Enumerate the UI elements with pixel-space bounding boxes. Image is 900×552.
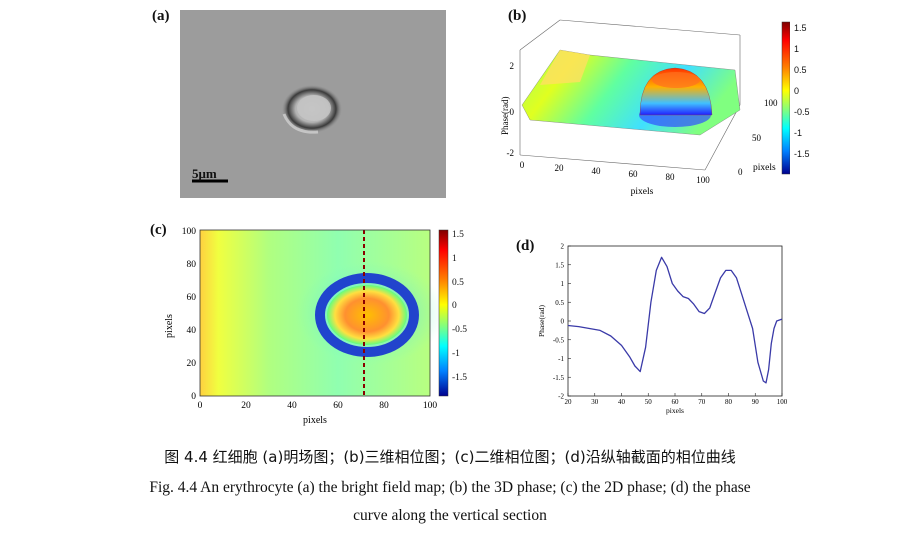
panel-c-label: (c) xyxy=(150,222,167,238)
x-axis-label: pixels xyxy=(666,406,684,415)
y-axis-label: Phase(rad) xyxy=(537,304,546,337)
x-tick-label: 80 xyxy=(725,398,733,406)
z-tick: 0 xyxy=(510,107,515,117)
colorbar-tick: 0.5 xyxy=(794,65,807,75)
y-tick: 60 xyxy=(187,293,197,303)
colorbar-tick: 1.5 xyxy=(452,230,464,240)
y-tick: 0 xyxy=(191,392,196,402)
colorbar-2d xyxy=(438,229,449,397)
colorbar-tick: -0.5 xyxy=(452,325,468,336)
phase-3d-plot: 2 0 -2 0 20 40 60 80 100 pixels 0 50 100… xyxy=(500,19,790,197)
x-tick: 0 xyxy=(520,160,525,170)
y-tick: 20 xyxy=(187,359,197,369)
x-tick: 60 xyxy=(333,401,343,411)
x-axis-label: pixels xyxy=(303,415,327,426)
x-axis-label: pixels xyxy=(631,187,654,197)
x-tick: 20 xyxy=(241,401,251,411)
y-tick-label: 0 xyxy=(561,318,565,326)
caption-english-line1: Fig. 4.4 An erythrocyte (a) the bright f… xyxy=(149,479,751,496)
y-tick: 80 xyxy=(187,260,197,270)
x-tick: 40 xyxy=(592,166,602,176)
x-tick: 100 xyxy=(423,401,438,411)
colorbar-3d xyxy=(781,21,790,175)
panel-a-label: (a) xyxy=(152,8,170,24)
x-tick: 20 xyxy=(555,163,565,173)
x-tick: 80 xyxy=(379,401,389,411)
bright-field-image xyxy=(180,10,446,198)
colorbar-tick: 0.5 xyxy=(452,277,464,288)
x-tick: 80 xyxy=(666,172,676,182)
x-tick-label: 100 xyxy=(777,398,788,406)
x-tick-label: 40 xyxy=(618,398,626,406)
y-axis-label: pixels xyxy=(753,163,776,173)
y-tick-label: -1.5 xyxy=(553,374,565,382)
cell-interior xyxy=(327,285,407,345)
phase-2d-map: 100 80 60 40 20 0 0 20 40 60 80 100 pixe… xyxy=(164,227,449,426)
x-tick: 100 xyxy=(696,175,710,185)
y-axis-label: pixels xyxy=(164,314,175,338)
colorbar-tick: 1 xyxy=(794,44,800,54)
y-tick: 100 xyxy=(764,98,778,108)
x-tick-label: 20 xyxy=(565,398,573,406)
y-tick-label: 1 xyxy=(561,280,565,288)
colorbar-3d-ticks: 1.5 1 0.5 0 -0.5 -1 -1.5 xyxy=(794,18,810,165)
y-tick: 100 xyxy=(182,227,197,237)
colorbar-2d-ticks: 1.5 1 0.5 0 -0.5 -1 -1.5 xyxy=(452,224,467,391)
colorbar-tick: 0 xyxy=(794,86,800,96)
z-axis-label: Phase(rad) xyxy=(500,97,510,135)
panel-d-label: (d) xyxy=(516,238,535,254)
colorbar-tick: 0 xyxy=(452,301,457,312)
z-tick: 2 xyxy=(510,61,515,71)
phase-curve-chart: 2 1.5 1 0.5 0 -0.5 -1 -1.5 -220 30 40 50 60 70 80 90 100… xyxy=(537,243,788,416)
x-tick-label: 30 xyxy=(591,398,599,406)
colorbar-tick: -0.5 xyxy=(794,107,810,117)
x-tick: 40 xyxy=(287,401,297,411)
panel-b-label: (b) xyxy=(508,8,527,24)
y-tick-label: 2 xyxy=(561,243,565,251)
colorbar-tick: -1.5 xyxy=(794,149,810,159)
y-tick-label: -1 xyxy=(558,355,564,363)
colorbar-tick: -1 xyxy=(452,348,460,359)
x-tick: 0 xyxy=(198,401,203,411)
x-tick-label: 50 xyxy=(645,398,653,406)
y-tick: 0 xyxy=(738,167,743,177)
y-tick-label: 0.5 xyxy=(555,299,564,307)
cell-ring xyxy=(315,273,419,357)
series-line-phase xyxy=(567,256,783,384)
x-tick-label: 60 xyxy=(672,398,680,406)
colorbar-tick: 1.5 xyxy=(794,23,807,33)
colorbar-tick: -1.5 xyxy=(452,372,468,383)
z-tick: -2 xyxy=(507,148,515,158)
x-tick-label: 90 xyxy=(752,398,760,406)
x-tick: 60 xyxy=(629,169,639,179)
y-tick-label: -2 xyxy=(558,393,564,401)
y-tick-label: 1.5 xyxy=(555,261,564,269)
y-tick: 50 xyxy=(752,133,762,143)
colorbar-tick: 1 xyxy=(452,253,457,264)
x-tick-label: 70 xyxy=(698,398,706,406)
caption-chinese: 图 4.4 红细胞 (a)明场图；(b)三维相位图；(c)二维相位图；(d)沿纵… xyxy=(164,448,736,466)
y-tick: 40 xyxy=(187,326,197,336)
scale-bar-label: 5μm xyxy=(192,166,217,181)
caption-english-line2: curve along the vertical section xyxy=(353,507,547,524)
y-tick-label: -0.5 xyxy=(553,336,565,344)
colorbar-tick: -1 xyxy=(794,128,803,138)
